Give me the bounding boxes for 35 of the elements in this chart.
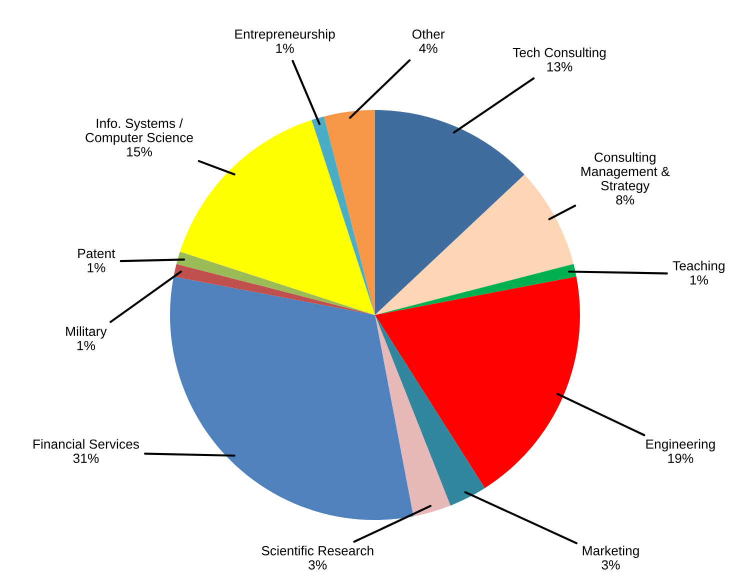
pie-slice — [375, 174, 574, 315]
pie-slice — [375, 315, 450, 516]
pie-slice — [375, 264, 576, 315]
pie-slice — [174, 264, 375, 315]
slice-label: Marketing — [582, 546, 639, 558]
pie-slice — [375, 276, 580, 488]
data-label: 3% — [602, 560, 620, 570]
pie-slice — [375, 315, 485, 506]
data-label: 3% — [308, 560, 327, 570]
slice-label: Patent — [78, 248, 116, 258]
data-label: 1% — [77, 340, 96, 350]
pie-slice — [324, 110, 375, 315]
pie-slice — [312, 116, 375, 315]
data-label: 1% — [88, 263, 106, 272]
slice-label: Scientific Research — [262, 546, 374, 556]
pie-slice — [170, 276, 414, 520]
data-label: 19% — [668, 454, 694, 463]
slice-label: Teaching — [672, 260, 724, 274]
slice-label: Military — [66, 326, 107, 339]
data-label: 1% — [276, 44, 294, 53]
slice-label: Tech Consulting — [512, 48, 606, 60]
data-label: 13% — [547, 62, 572, 72]
slice-label: Entrepreneurship — [235, 29, 335, 42]
data-label: 15% — [127, 147, 152, 156]
data-label: 31% — [73, 454, 99, 463]
slice-label: Engineering — [646, 439, 715, 452]
pie-slice — [375, 110, 524, 315]
slice-label: Financial Services — [34, 439, 140, 449]
slice-label: Consulting Management & Strategy — [581, 152, 670, 193]
pie-slice — [176, 252, 375, 315]
data-label: 8% — [616, 195, 634, 205]
data-label: 4% — [419, 44, 438, 53]
data-label: 1% — [690, 275, 708, 285]
slice-label: Info. Systems / Computer Science — [86, 118, 193, 145]
slice-label: Other — [412, 29, 445, 39]
